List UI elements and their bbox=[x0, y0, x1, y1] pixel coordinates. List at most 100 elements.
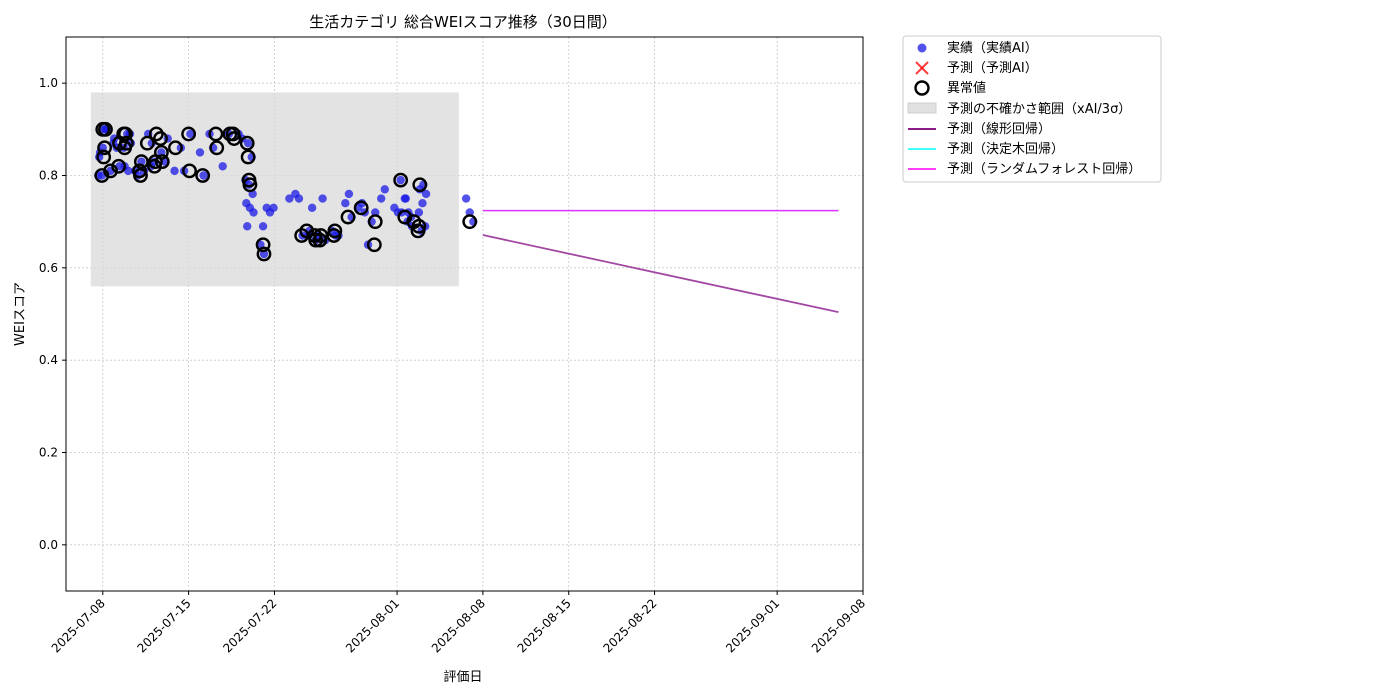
data-point bbox=[371, 208, 380, 217]
outlier-ring bbox=[366, 237, 382, 253]
outlier-ring bbox=[97, 140, 112, 156]
outlier-ring bbox=[208, 126, 224, 142]
outlier-ring bbox=[353, 200, 369, 216]
outlier-ring bbox=[397, 209, 413, 225]
legend-marker-band bbox=[907, 102, 937, 114]
outlier-ring bbox=[340, 209, 356, 225]
x-tick-label: 2025-08-08 bbox=[429, 596, 488, 655]
data-point bbox=[418, 199, 427, 208]
outlier-ring bbox=[240, 149, 256, 165]
legend-label-outlier: 異常値 bbox=[947, 80, 986, 96]
y-tick-label: 0.4 bbox=[39, 353, 58, 367]
legend-label-forest: 予測（ランダムフォレスト回帰） bbox=[947, 161, 1141, 177]
data-point bbox=[99, 125, 108, 134]
outlier-ring bbox=[153, 145, 169, 160]
outlier-ring bbox=[154, 154, 170, 170]
data-point bbox=[344, 189, 354, 199]
y-tick-label: 0.8 bbox=[39, 169, 58, 183]
outlier-ring bbox=[209, 140, 225, 156]
legend-label-linear: 予測（線形回帰） bbox=[947, 121, 1051, 137]
outlier-ring bbox=[239, 135, 255, 151]
data-point bbox=[186, 129, 195, 139]
x-tick-label: 2025-09-08 bbox=[809, 596, 868, 655]
outlier-ring bbox=[133, 154, 149, 170]
legend-marker-outlier bbox=[914, 80, 930, 96]
x-tick-label: 2025-07-15 bbox=[135, 596, 194, 655]
outlier-ring bbox=[111, 158, 127, 174]
outlier-ring bbox=[96, 149, 112, 165]
data-point bbox=[269, 203, 278, 213]
data-point bbox=[258, 222, 268, 231]
data-point bbox=[249, 208, 258, 217]
legend-label-tree: 予測（決定木回帰） bbox=[947, 141, 1064, 157]
outlier-ring bbox=[153, 131, 168, 146]
legend-label-predicted: 予測（予測AI） bbox=[947, 61, 1038, 76]
outlier-ring bbox=[462, 214, 478, 230]
data-point bbox=[124, 166, 133, 176]
legend-marker-actual bbox=[917, 43, 927, 53]
outlier-ring bbox=[255, 237, 271, 253]
outlier-ring bbox=[181, 126, 197, 142]
outlier-ring bbox=[182, 163, 197, 179]
x-axis-ticks: 2025-07-08 2025-07-15 2025-07-22 2025-08-01… bbox=[49, 591, 868, 655]
data-point bbox=[377, 194, 386, 203]
data-point bbox=[294, 194, 304, 203]
outlier-ring bbox=[118, 126, 133, 142]
x-tick-label: 2025-09-01 bbox=[723, 596, 782, 655]
data-point bbox=[195, 148, 205, 157]
data-point bbox=[243, 222, 252, 231]
prediction-lines-layer bbox=[482, 209, 839, 314]
uncertainty-band bbox=[90, 92, 459, 287]
linear-regression-line bbox=[482, 234, 839, 314]
data-point bbox=[465, 208, 474, 217]
data-point bbox=[199, 171, 208, 180]
plot-area: 2025-07-08 2025-07-15 2025-07-22 2025-08-01… bbox=[39, 36, 868, 655]
outlier-ring bbox=[242, 177, 258, 193]
data-point bbox=[218, 162, 227, 171]
y-tick-label: 0.6 bbox=[39, 261, 58, 275]
outlier-ring bbox=[299, 223, 315, 239]
chart-title: 生活カテゴリ 総合WEIスコア推移（30日間） bbox=[309, 13, 617, 31]
data-point bbox=[421, 189, 431, 199]
data-point bbox=[401, 194, 410, 203]
x-tick-label: 2025-08-15 bbox=[515, 596, 574, 655]
data-point bbox=[318, 194, 327, 203]
x-tick-label: 2025-08-01 bbox=[343, 596, 402, 655]
outlier-ring bbox=[412, 177, 428, 193]
data-point bbox=[461, 194, 471, 203]
legend-label-band: 予測の不確かさ範囲（xAI/3σ） bbox=[947, 101, 1131, 117]
outlier-ring bbox=[133, 168, 148, 183]
legend-marker-predicted bbox=[915, 61, 929, 75]
outlier-ring bbox=[139, 135, 155, 151]
y-axis-ticks: 0.0 0.2 0.4 0.6 0.8 1.0 bbox=[39, 76, 66, 552]
outlier-ring bbox=[256, 246, 272, 262]
data-point bbox=[380, 185, 389, 194]
data-point bbox=[285, 194, 294, 203]
y-tick-label: 0.2 bbox=[39, 446, 58, 460]
outlier-ring bbox=[119, 135, 134, 151]
x-tick-label: 2025-07-08 bbox=[49, 596, 108, 655]
outlier-ring bbox=[103, 163, 118, 179]
y-tick-label: 0.0 bbox=[39, 538, 58, 552]
legend-frame bbox=[902, 35, 1162, 183]
data-point bbox=[341, 199, 350, 208]
outlier-ring bbox=[98, 121, 113, 137]
legend: 実績（実績AI） 予測（予測AI） 異常値 予測の不確かさ範囲（xAI/3σ） … bbox=[902, 35, 1162, 183]
outlier-ring bbox=[327, 223, 343, 239]
y-tick-label: 1.0 bbox=[39, 76, 58, 90]
legend-label-actual: 実績（実績AI） bbox=[947, 40, 1038, 56]
y-axis-label: WEIスコア bbox=[13, 282, 28, 346]
outlier-ring bbox=[195, 168, 211, 183]
outlier-rings-layer bbox=[94, 121, 478, 262]
outlier-ring bbox=[226, 131, 242, 146]
data-point bbox=[396, 175, 405, 185]
x-tick-label: 2025-08-22 bbox=[600, 596, 659, 655]
data-point bbox=[243, 138, 253, 148]
outlier-ring bbox=[367, 214, 383, 230]
outlier-ring bbox=[168, 140, 183, 156]
plot-frame bbox=[65, 36, 864, 592]
data-point bbox=[170, 166, 179, 176]
outlier-ring bbox=[411, 218, 427, 234]
x-tick-label: 2025-07-22 bbox=[220, 596, 279, 655]
